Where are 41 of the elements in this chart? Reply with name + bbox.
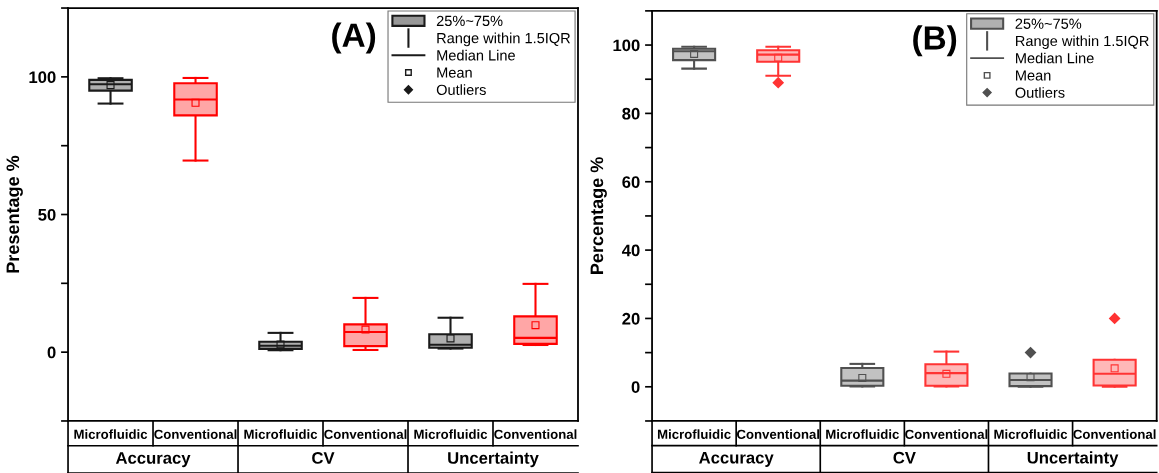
- text: CV: [893, 451, 916, 464]
- x-tick-label: Conventional: [1073, 429, 1156, 439]
- y-tick-label: 100: [613, 39, 640, 52]
- x-tick-label: Microfluidic: [657, 429, 731, 439]
- text: Uncertainty: [448, 451, 539, 468]
- chart-title: (B): [913, 25, 957, 57]
- text: Uncertainty: [1027, 451, 1119, 467]
- text: Accuracy: [115, 452, 191, 468]
- x-tick-label: Microfluidic: [74, 429, 148, 439]
- annotation: Outliers: [1015, 87, 1065, 98]
- x-tick-label: Microfluidic: [244, 429, 318, 439]
- text: CV: [312, 452, 335, 464]
- y-tick-label: 40: [621, 244, 640, 257]
- annotation: Mean: [1016, 70, 1051, 81]
- y-tick-label: 60: [622, 176, 640, 188]
- y-tick-label: 50: [38, 208, 56, 221]
- text: Accuracy: [699, 451, 774, 467]
- annotation: Outliers: [436, 84, 486, 96]
- x-tick-label: Microfluidic: [994, 429, 1068, 439]
- annotation: Mean: [437, 67, 472, 78]
- y-tick-label: 20: [622, 312, 640, 325]
- x-tick-label: Microfluidic: [826, 429, 899, 439]
- annotation: Median Line: [437, 49, 515, 61]
- annotation: 25%~75%: [1015, 18, 1082, 29]
- annotation: Range within 1.5IQR: [1016, 35, 1149, 50]
- annotation: Median Line: [1016, 52, 1094, 64]
- x-tick-label: Conventional: [494, 429, 577, 439]
- annotation: 25%~75%: [436, 15, 503, 27]
- x-tick-label: Conventional: [905, 429, 988, 439]
- chart-title: (A): [332, 22, 376, 54]
- y-tick-label: 0: [631, 381, 640, 393]
- x-tick-label: Conventional: [154, 429, 237, 439]
- y-axis-title: Presentage %: [6, 155, 23, 273]
- y-tick-label: 80: [622, 107, 640, 120]
- y-tick-label: 100: [29, 71, 56, 84]
- y-tick-label: 0: [47, 346, 56, 359]
- x-tick-label: Conventional: [736, 429, 820, 439]
- annotation: Range within 1.5IQR: [437, 32, 571, 47]
- y-axis-title: Percentage %: [590, 157, 607, 274]
- x-tick-label: Microfluidic: [414, 429, 488, 439]
- x-tick-label: Conventional: [324, 429, 407, 439]
